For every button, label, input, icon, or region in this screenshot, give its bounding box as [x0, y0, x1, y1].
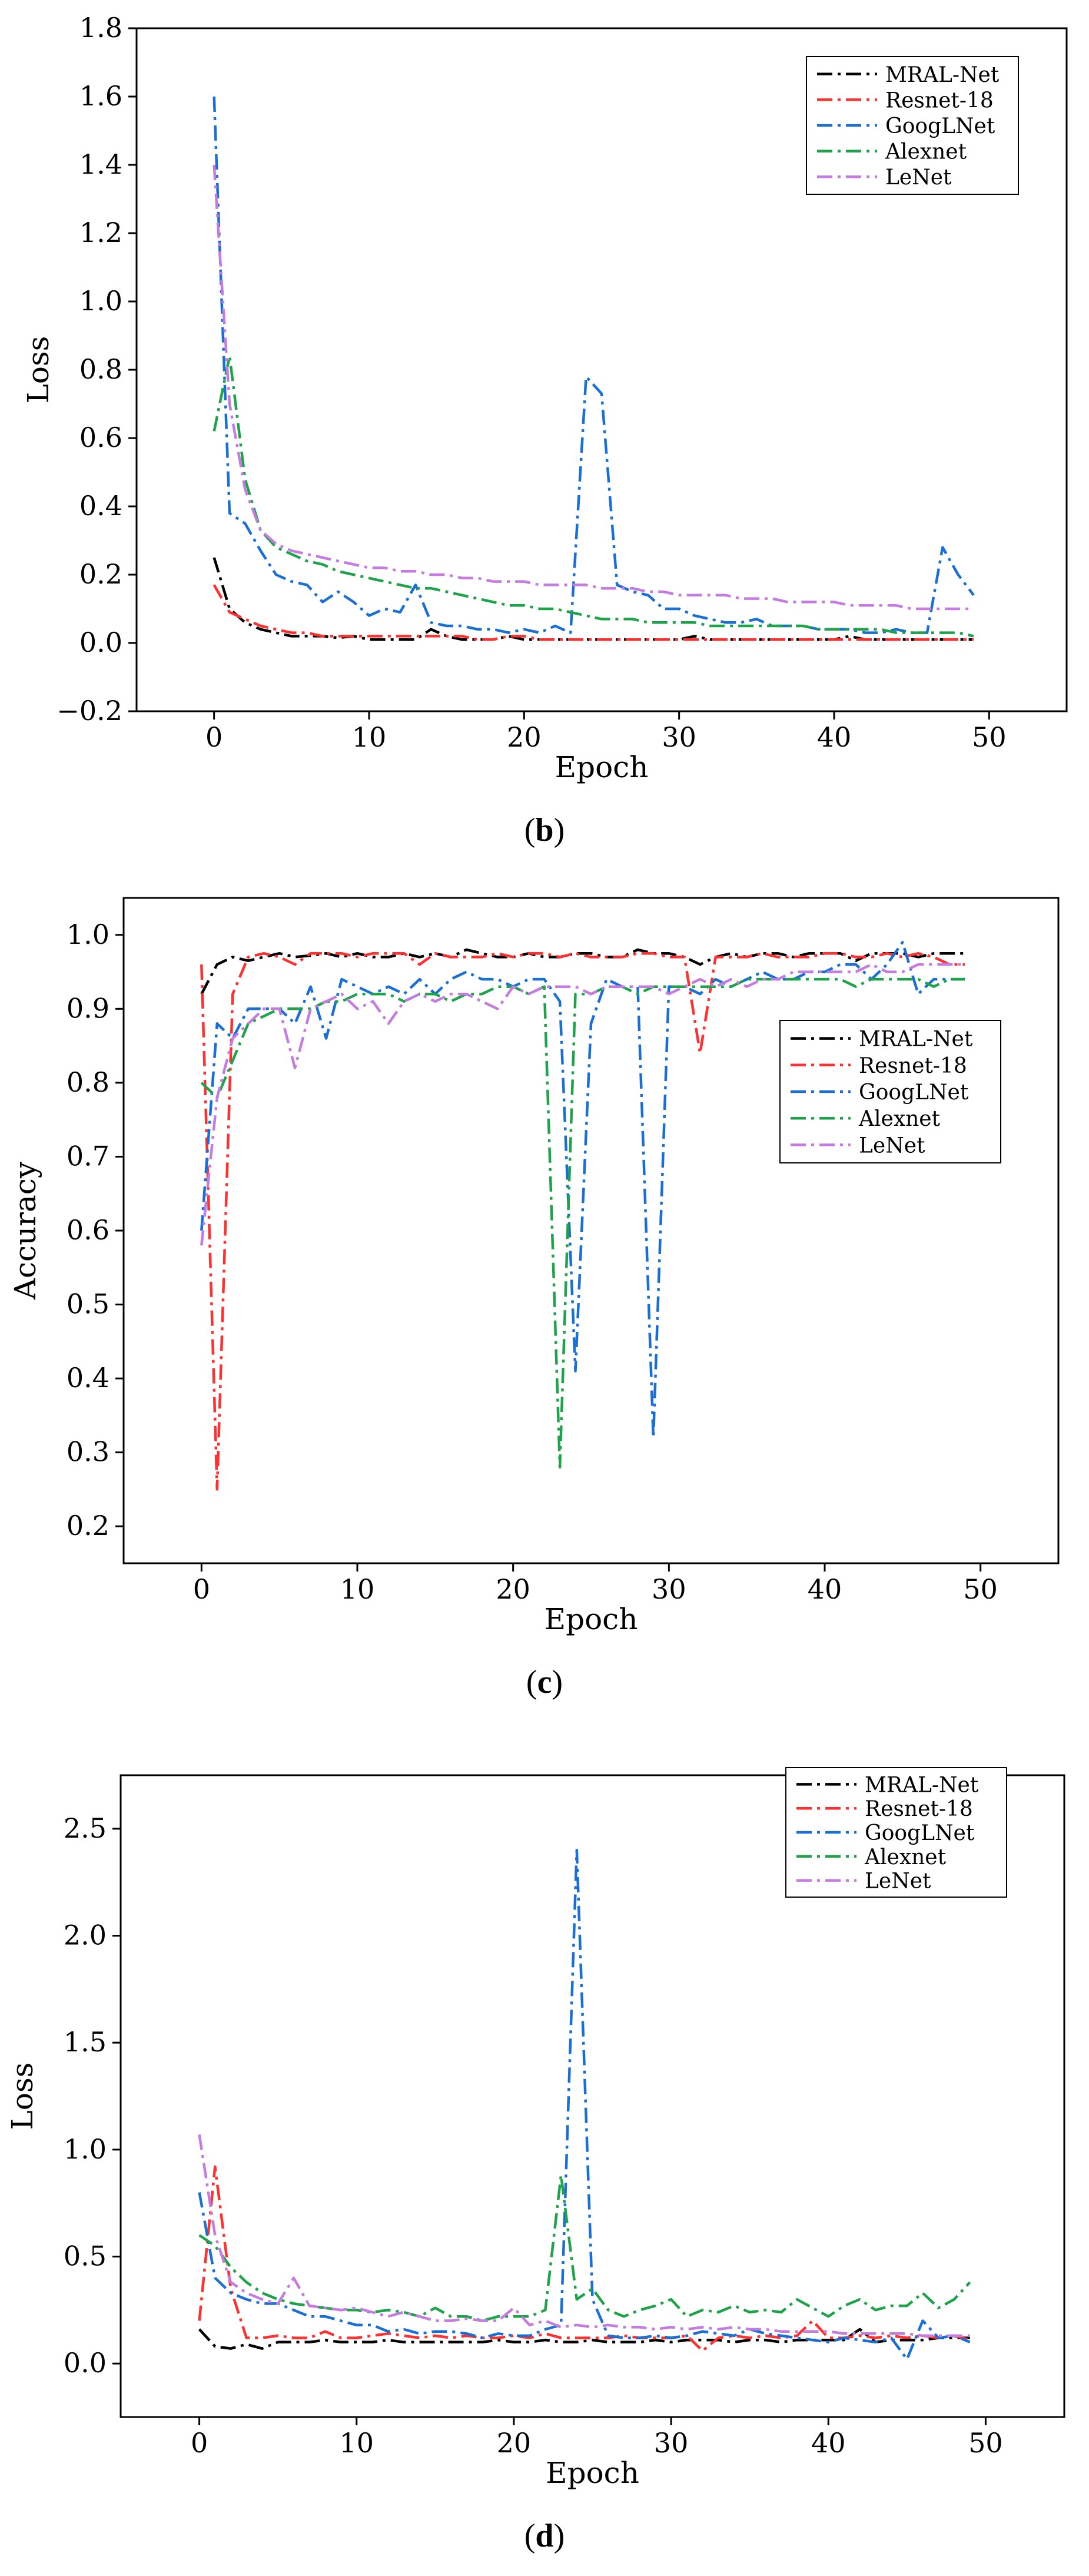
- y-tick-label: 0.6: [79, 422, 122, 453]
- legend-box: [785, 1767, 1007, 1898]
- y-tick-label: 0.9: [67, 992, 109, 1024]
- legend-label: LeNet: [859, 1133, 925, 1158]
- y-tick-label: 1.4: [79, 148, 122, 180]
- legend-label: Resnet-18: [859, 1054, 967, 1078]
- x-tick-label: 20: [497, 2427, 532, 2459]
- legend-label: Resnet-18: [865, 1797, 973, 1821]
- x-tick-label: 40: [808, 1573, 842, 1605]
- legend-label: Alexnet: [858, 1107, 941, 1131]
- plot-frame: [119, 1774, 1065, 2418]
- legend-label: LeNet: [885, 165, 952, 190]
- x-tick-label: 20: [507, 721, 542, 753]
- y-tick-label: 0.5: [67, 1288, 109, 1320]
- y-tick-label: 1.6: [79, 80, 122, 112]
- legend-label: GoogLNet: [865, 1821, 975, 1845]
- y-tick-label: 0.2: [67, 1510, 109, 1541]
- x-tick-label: 50: [968, 2427, 1003, 2459]
- y-tick-label: 1.5: [64, 2026, 107, 2058]
- x-tick-label: 40: [811, 2427, 846, 2459]
- legend-label: Alexnet: [864, 1845, 947, 1869]
- plot-frame: [122, 897, 1060, 1564]
- y-tick-label: 2.5: [64, 1812, 107, 1844]
- panel-caption: (b): [524, 812, 565, 848]
- x-axis-label: Epoch: [546, 2456, 639, 2490]
- y-tick-label: 1.0: [64, 2133, 107, 2165]
- legend-label: GoogLNet: [885, 114, 995, 138]
- x-tick-label: 30: [654, 2427, 689, 2459]
- y-tick-label: 0.7: [67, 1140, 109, 1172]
- legend-label: MRAL-Net: [885, 63, 1000, 87]
- x-tick-label: 0: [205, 721, 223, 753]
- y-tick-label: 0.6: [67, 1214, 109, 1246]
- y-tick-label: −0.2: [57, 695, 122, 727]
- series-group: [213, 96, 975, 641]
- series-line-alexnet: [198, 2174, 971, 2322]
- y-tick-label: 0.0: [64, 2347, 107, 2379]
- chart-panel-c: 0 10 20 30 40 50 0.2 0.3 0.4 0.5 0.6 0.7 0.8 0.9 1.0 Ep…: [8, 897, 1060, 1700]
- legend-label: Alexnet: [885, 140, 967, 164]
- series-line-resnet-18: [198, 2165, 971, 2352]
- legend-label: LeNet: [865, 1869, 931, 1894]
- legend-label: MRAL-Net: [859, 1027, 973, 1052]
- x-tick-label: 10: [339, 2427, 374, 2459]
- x-tick-label: 30: [652, 1573, 686, 1605]
- x-tick-label: 40: [817, 721, 852, 753]
- x-tick-label: 0: [193, 1573, 210, 1605]
- series-group: [200, 941, 965, 1491]
- series-line-resnet-18: [200, 952, 965, 1491]
- y-tick-label: 0.8: [79, 353, 122, 385]
- x-axis-label: Epoch: [555, 750, 649, 784]
- chart-panel-d: 0 10 20 30 40 50 0.0 0.5 1.0 1.5 2.0 2.5 Epoch Loss MR…: [5, 1767, 1065, 2554]
- legend-label: Resnet-18: [885, 88, 994, 112]
- panel-caption: (d): [524, 2518, 565, 2554]
- series-line-googlnet: [198, 1848, 971, 2361]
- legend-label: GoogLNet: [859, 1080, 969, 1105]
- series-line-googlnet: [200, 941, 965, 1439]
- y-tick-label: 1.0: [67, 919, 109, 950]
- y-tick-label: 0.4: [67, 1362, 109, 1394]
- x-tick-label: 50: [972, 721, 1007, 753]
- y-tick-label: 0.8: [67, 1066, 109, 1098]
- y-tick-label: 1.0: [79, 285, 122, 317]
- y-axis-label: Accuracy: [8, 1161, 42, 1300]
- x-tick-label: 50: [963, 1573, 998, 1605]
- y-tick-label: 0.5: [64, 2240, 107, 2272]
- legend-box: [806, 56, 1019, 195]
- chart-panel-b: 0 10 20 30 40 50 −0.2 0.0 0.2 0.4 0.6 0.8 1.0 1.2 1.4 1…: [21, 12, 1068, 848]
- y-tick-label: 0.0: [79, 626, 122, 658]
- series-line-lenet: [198, 2134, 970, 2338]
- y-tick-label: 1.2: [79, 217, 122, 248]
- y-tick-label: 0.2: [79, 558, 122, 590]
- series-line-mral-net: [213, 557, 974, 641]
- x-tick-label: 0: [191, 2427, 208, 2459]
- series-line-resnet-18: [213, 584, 974, 641]
- panel-caption: (c): [526, 1664, 563, 1700]
- x-tick-label: 30: [662, 721, 696, 753]
- y-tick-label: 0.3: [67, 1436, 109, 1468]
- series-line-lenet: [200, 963, 965, 1246]
- y-tick-label: 0.4: [79, 490, 122, 522]
- y-axis-label: Loss: [5, 2063, 39, 2130]
- y-tick-label: 2.0: [64, 1919, 107, 1951]
- y-axis-label: Loss: [21, 336, 55, 404]
- series-line-alexnet: [213, 354, 974, 638]
- x-tick-label: 20: [496, 1573, 530, 1605]
- x-tick-label: 10: [352, 721, 387, 753]
- series-group: [198, 1848, 971, 2361]
- y-tick-label: 1.8: [79, 12, 122, 44]
- x-axis-label: Epoch: [544, 1602, 638, 1636]
- legend-label: MRAL-Net: [865, 1773, 979, 1797]
- legend-box: [779, 1020, 1001, 1163]
- series-line-lenet: [213, 164, 974, 611]
- series-line-mral-net: [198, 2328, 970, 2350]
- x-tick-label: 10: [340, 1573, 375, 1605]
